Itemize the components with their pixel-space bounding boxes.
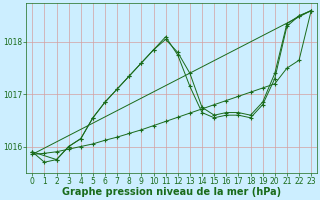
X-axis label: Graphe pression niveau de la mer (hPa): Graphe pression niveau de la mer (hPa) xyxy=(62,187,281,197)
